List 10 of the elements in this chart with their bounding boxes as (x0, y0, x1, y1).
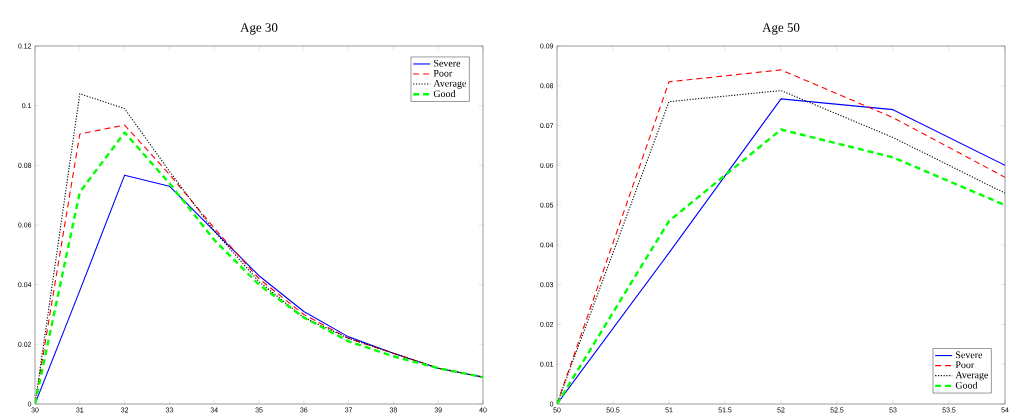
legend-label: Good (433, 90, 456, 98)
legend-label: Severe (434, 59, 461, 67)
legend-label: Good (955, 381, 978, 389)
legend-label: Severe (956, 351, 983, 359)
legend-label: Average (433, 80, 467, 89)
chart-title: Age 30 (240, 23, 278, 35)
legend-label: Poor (955, 361, 975, 369)
chart-title: Age 50 (762, 23, 800, 35)
legend-label: Poor (433, 70, 453, 77)
legend-label: Average (955, 371, 989, 381)
